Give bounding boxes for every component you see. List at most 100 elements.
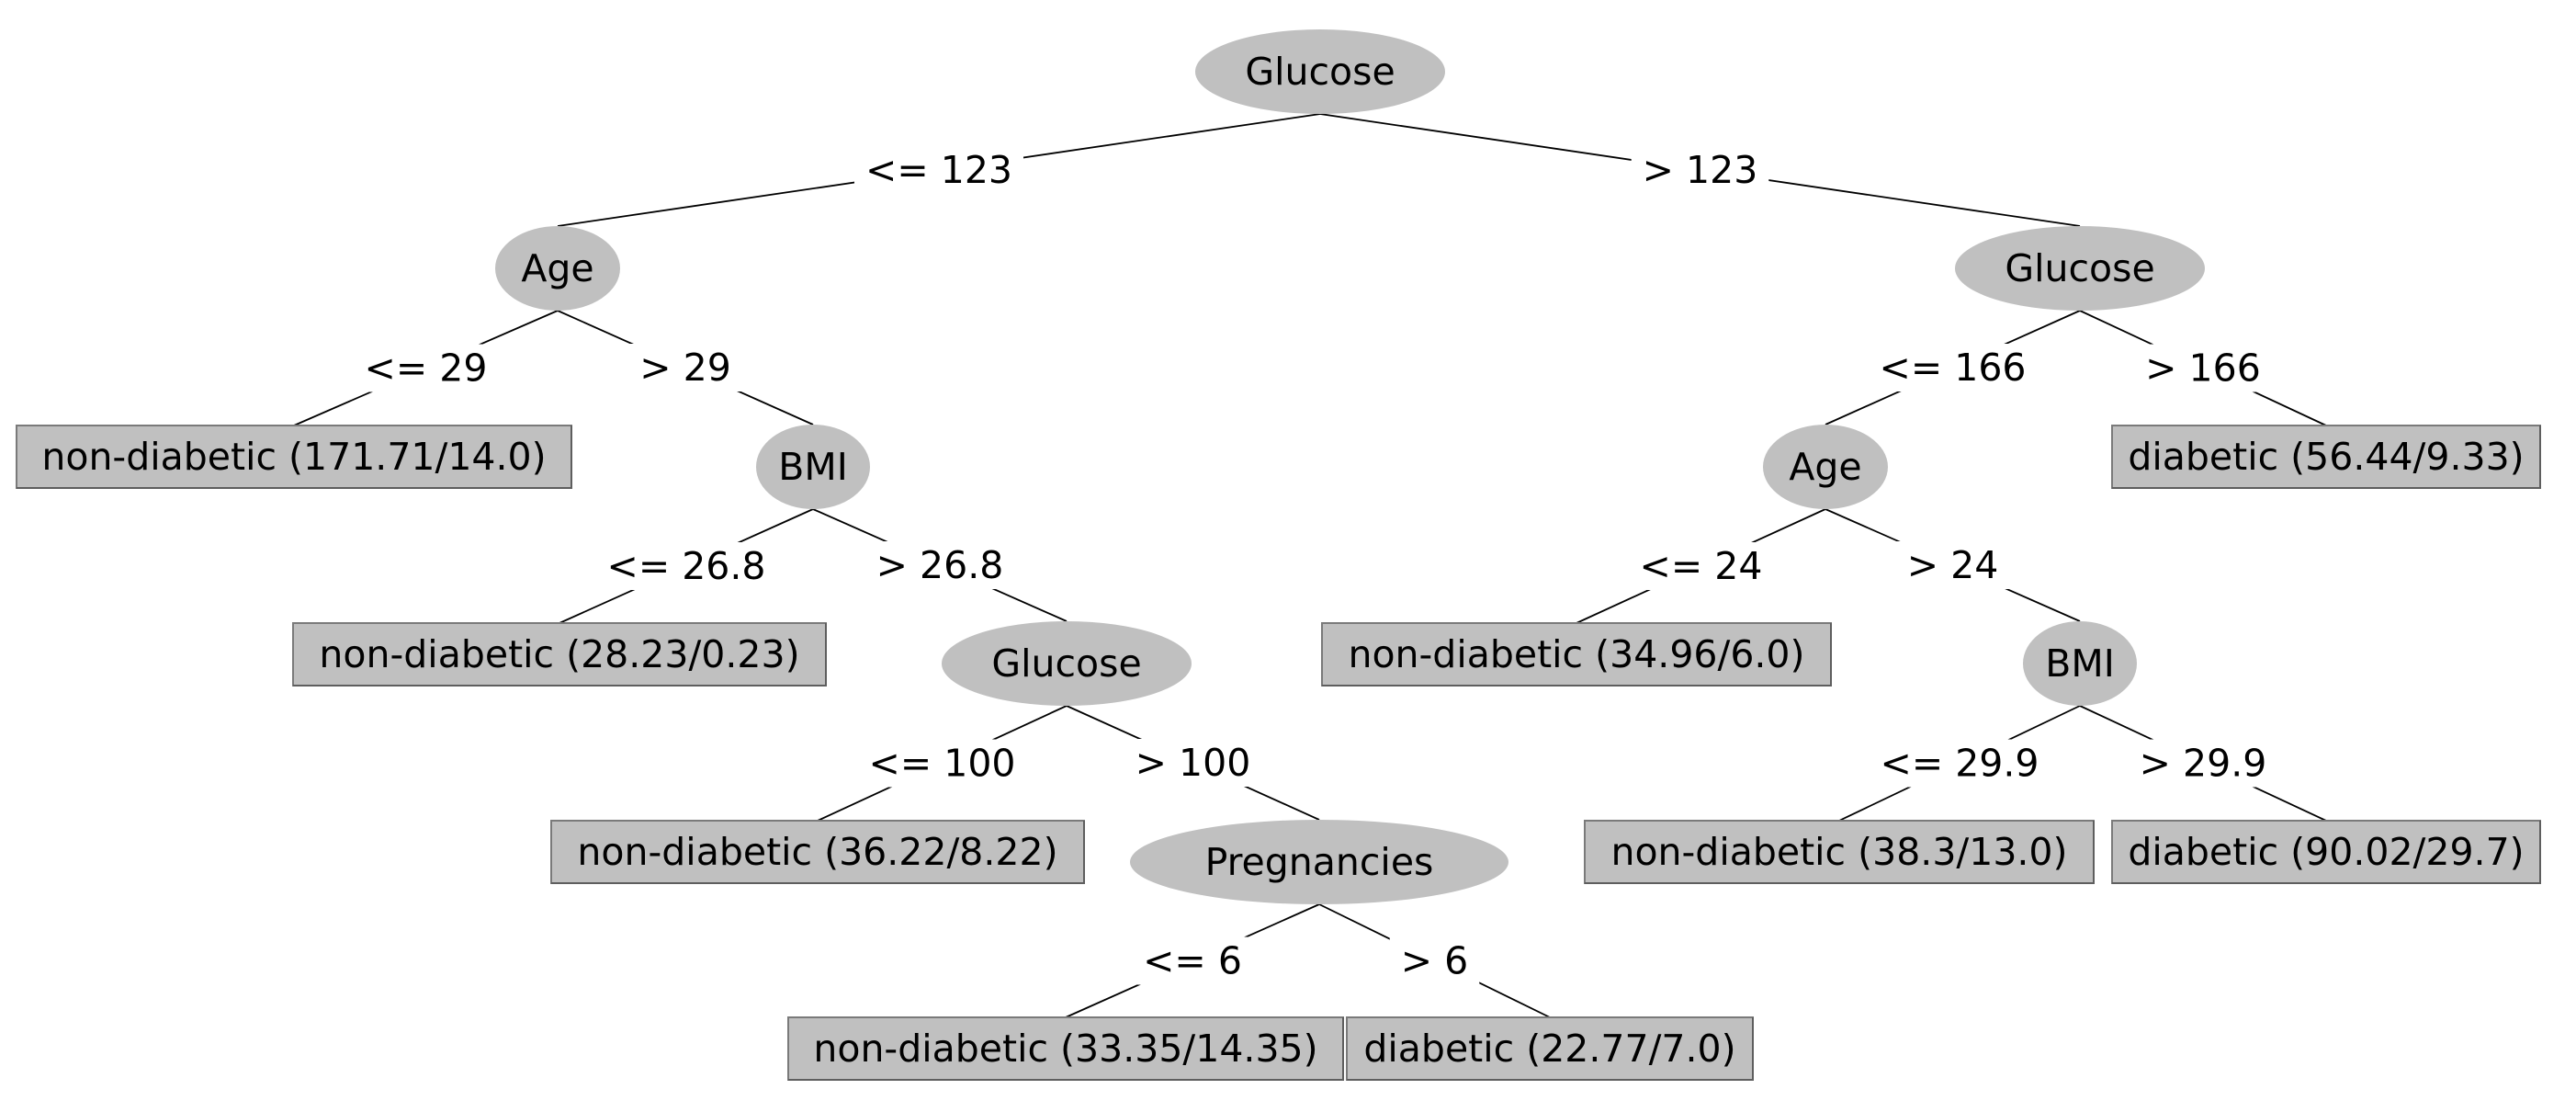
edge-condition-text: > 123 <box>1643 148 1758 192</box>
edge-label-n3-n5: > 26.8 <box>864 541 1015 589</box>
split-node-ellipse <box>942 621 1192 706</box>
edge-label-n3-n4: <= 26.8 <box>595 542 777 590</box>
split-node-label: BMI <box>2045 641 2115 686</box>
leaf-node-bevel <box>2112 426 2541 489</box>
leaf-node-n2: non-diabetic (171.71/14.0) <box>16 425 572 489</box>
edge-condition-text: > 29.9 <box>2140 742 2267 786</box>
leaf-node-bevel <box>788 1017 1344 1081</box>
edge-label-n11-n13: > 24 <box>1895 541 2010 589</box>
split-node-ellipse <box>2023 621 2137 706</box>
leaf-node-n8: non-diabetic (33.35/14.35) <box>787 1016 1344 1081</box>
edge-label-n5-n6: <= 100 <box>857 739 1027 788</box>
split-node-n0: Glucose <box>1195 29 1445 114</box>
leaf-node-label: non-diabetic (34.96/6.0) <box>1348 632 1804 676</box>
leaf-node-label: diabetic (56.44/9.33) <box>2128 435 2524 479</box>
split-node-n11: Age <box>1763 425 1888 509</box>
leaf-node-label: diabetic (90.02/29.7) <box>2128 830 2524 874</box>
split-node-ellipse <box>1763 425 1888 509</box>
edge-label-background <box>595 542 777 590</box>
split-node-n7: Pregnancies <box>1130 820 1508 904</box>
edge-label-n5-n7: > 100 <box>1124 739 1262 787</box>
edge-label-n7-n8: <= 6 <box>1132 936 1253 985</box>
leaf-node-label: diabetic (22.77/7.0) <box>1363 1027 1735 1071</box>
split-node-n10: Glucose <box>1955 226 2205 311</box>
leaf-node-n16: diabetic (56.44/9.33) <box>2111 425 2541 489</box>
leaf-node-n14: non-diabetic (38.3/13.0) <box>1584 820 2095 884</box>
leaf-node-bevel <box>2112 821 2541 884</box>
edge-label-n10-n11: <= 166 <box>1868 344 2038 391</box>
split-node-n3: BMI <box>756 425 870 509</box>
edge-label-n10-n16: > 166 <box>2134 344 2272 392</box>
edge-condition-text: <= 24 <box>1640 544 1763 588</box>
leaf-node-bevel <box>1347 1017 1754 1081</box>
split-node-n13: BMI <box>2023 621 2137 706</box>
edge-condition-text: <= 166 <box>1880 346 2027 390</box>
edge-label-n11-n12: <= 24 <box>1628 542 1774 590</box>
edge-label-background <box>628 344 742 391</box>
edge-label-background <box>1389 936 1480 985</box>
edge-label-background <box>857 739 1027 788</box>
edge-condition-text: > 29 <box>639 346 731 390</box>
edge-condition-text: <= 29.9 <box>1880 742 2039 786</box>
leaf-node-bevel <box>17 426 572 489</box>
split-node-ellipse <box>495 226 620 311</box>
split-node-label: Glucose <box>2005 246 2154 290</box>
edge-condition-text: > 166 <box>2145 346 2261 391</box>
leaf-node-bevel <box>293 623 827 686</box>
edge-condition-text: <= 6 <box>1143 939 1242 983</box>
edge-label-background <box>2134 344 2272 392</box>
leaf-node-bevel <box>1322 623 1832 686</box>
edge-condition-text: > 6 <box>1401 939 1468 983</box>
edge-condition-text: > 100 <box>1135 741 1251 785</box>
edge-condition-text: <= 123 <box>865 148 1012 192</box>
edge-label-background <box>353 344 499 392</box>
edge-label-n7-n9: > 6 <box>1389 936 1480 985</box>
edges-layer: <= 123 > 123 <= 29 > 29 <= 26.8 > 26.8 <= 100 >… <box>293 113 2327 1018</box>
edge-label-n0-n1: <= 123 <box>854 146 1023 194</box>
split-node-ellipse <box>1130 820 1508 904</box>
leaf-node-label: non-diabetic (36.22/8.22) <box>577 830 1057 874</box>
edge-label-background <box>1631 146 1769 194</box>
split-node-label: Glucose <box>991 641 1141 686</box>
split-node-n5: Glucose <box>942 621 1192 706</box>
edge-label-background <box>1628 542 1774 590</box>
leaf-node-n6: non-diabetic (36.22/8.22) <box>550 820 1085 884</box>
edge-condition-text: <= 100 <box>869 742 1016 786</box>
edge-label-background <box>1869 739 2051 788</box>
leaf-node-n15: diabetic (90.02/29.7) <box>2111 820 2541 884</box>
leaf-node-label: non-diabetic (28.23/0.23) <box>319 632 799 676</box>
leaf-node-bevel <box>1585 821 2095 884</box>
edge-condition-text: <= 26.8 <box>606 544 765 588</box>
split-node-ellipse <box>756 425 870 509</box>
leaf-node-label: non-diabetic (171.71/14.0) <box>41 435 546 479</box>
split-node-label: Age <box>521 246 593 290</box>
edge-label-n1-n2: <= 29 <box>353 344 499 392</box>
leaf-node-box <box>1346 1016 1754 1081</box>
edge-label-n13-n14: <= 29.9 <box>1869 739 2051 788</box>
edge-label-n13-n15: > 29.9 <box>2128 739 2278 788</box>
split-node-n1: Age <box>495 226 620 311</box>
leaf-node-box <box>2111 820 2541 884</box>
leaf-node-n4: non-diabetic (28.23/0.23) <box>292 622 827 686</box>
split-node-ellipse <box>1955 226 2205 311</box>
leaf-node-box <box>16 425 572 489</box>
split-node-label: Age <box>1789 445 1861 489</box>
leaf-node-box <box>1584 820 2095 884</box>
leaf-node-label: non-diabetic (33.35/14.35) <box>813 1027 1317 1071</box>
leaf-node-bevel <box>551 821 1085 884</box>
edge-label-n0-n10: > 123 <box>1631 146 1769 194</box>
split-node-label: Glucose <box>1245 50 1395 94</box>
edge-label-background <box>864 541 1015 589</box>
edge-label-background <box>1895 541 2010 589</box>
edge-label-background <box>1132 936 1253 985</box>
edge-label-background <box>854 146 1023 194</box>
edge-label-n1-n3: > 29 <box>628 344 742 391</box>
edge-label-background <box>1868 344 2038 391</box>
edge-condition-text: > 26.8 <box>876 543 1004 587</box>
leaf-node-label: non-diabetic (38.3/13.0) <box>1610 830 2067 874</box>
leaf-node-n12: non-diabetic (34.96/6.0) <box>1321 622 1832 686</box>
leaf-node-box <box>2111 425 2541 489</box>
edge-label-background <box>2128 739 2278 788</box>
nodes-layer: Glucose Age non-diabetic (171.71/14.0) BMI n… <box>16 29 2541 1081</box>
